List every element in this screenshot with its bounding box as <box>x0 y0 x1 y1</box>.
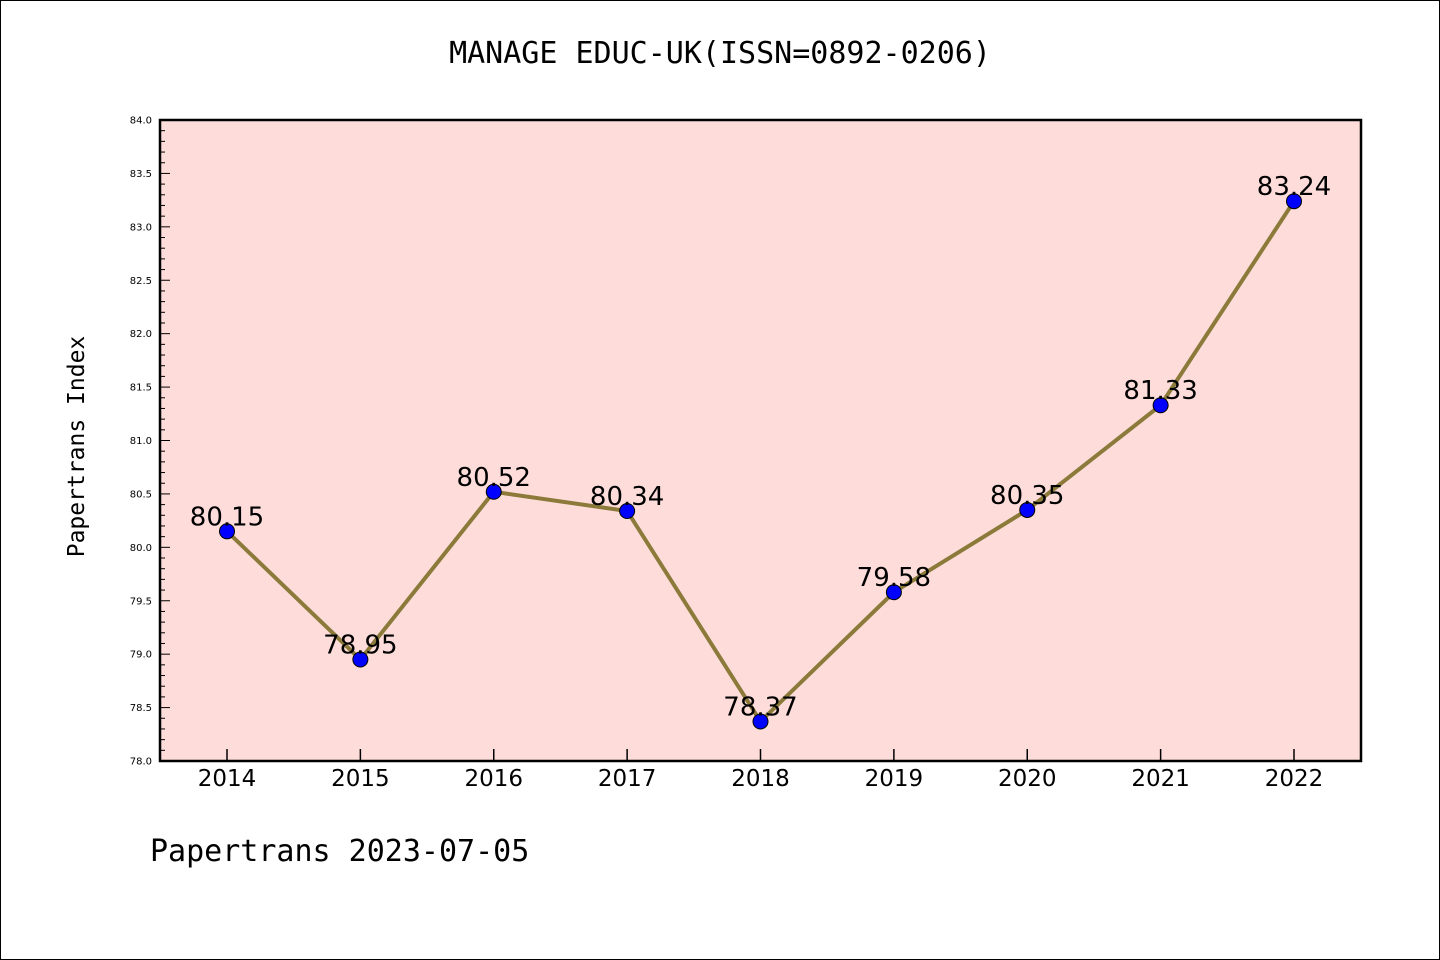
data-point <box>219 523 235 540</box>
x-tick-label: 2016 <box>464 766 523 792</box>
data-point <box>1286 193 1302 210</box>
y-tick-label: 79.5 <box>130 596 152 607</box>
y-axis-label: Papertrans Index <box>64 336 90 558</box>
data-label: 80.34 <box>590 482 664 512</box>
data-label: 83.24 <box>1257 172 1331 202</box>
data-point <box>885 584 902 601</box>
y-axis: 78.0 78.5 79.0 79.5 80.0 80.5 81.0 81.5 82.0 82.5… <box>130 116 170 768</box>
x-tick-label: 2020 <box>998 766 1057 792</box>
y-tick-label: 81.5 <box>130 383 152 394</box>
y-tick-label: 83.5 <box>130 169 152 180</box>
data-point <box>1152 397 1169 414</box>
data-label: 80.35 <box>990 481 1064 511</box>
y-tick-label: 79.0 <box>130 650 152 661</box>
x-tick-label: 2021 <box>1131 766 1190 792</box>
y-tick-label: 82.0 <box>130 329 152 340</box>
x-axis: 2014 2015 2016 2017 2018 2019 2020 2021 2022 <box>198 749 1324 792</box>
x-tick-label: 2019 <box>865 766 924 792</box>
x-tick-label: 2017 <box>598 766 657 792</box>
data-point <box>752 713 769 730</box>
y-tick-label: 84.0 <box>130 116 152 127</box>
data-label: 81.33 <box>1123 376 1197 406</box>
plot-border <box>158 118 1363 763</box>
plot-area <box>160 120 1361 761</box>
x-tick-label: 2018 <box>731 766 790 792</box>
data-point <box>352 651 369 668</box>
data-label: 78.95 <box>323 631 397 661</box>
x-tick-label: 2015 <box>331 766 390 792</box>
x-tick-label: 2014 <box>198 766 257 792</box>
y-tick-label: 78.5 <box>130 703 152 714</box>
y-tick-label: 78.0 <box>130 757 152 768</box>
data-label: 79.58 <box>857 563 931 593</box>
data-label: 80.15 <box>190 502 264 532</box>
data-label: 80.52 <box>457 463 531 493</box>
data-point <box>619 503 636 520</box>
footer-text: Papertrans 2023-07-05 <box>150 834 530 869</box>
data-point <box>1019 501 1036 518</box>
x-tick-label: 2022 <box>1265 766 1324 792</box>
y-tick-label: 82.5 <box>130 276 152 287</box>
data-labels: 80.15 78.95 80.52 80.34 78.37 79.58 80.35 81.33… <box>190 172 1331 722</box>
y-tick-label: 83.0 <box>130 222 152 233</box>
y-tick-label: 80.0 <box>130 543 152 554</box>
chart-title: MANAGE EDUC-UK(ISSN=0892-0206) <box>449 36 991 71</box>
y-tick-label: 81.0 <box>130 436 152 447</box>
series-markers <box>219 193 1302 730</box>
data-point <box>485 483 502 500</box>
y-tick-label: 80.5 <box>130 489 152 500</box>
data-label: 78.37 <box>723 692 797 722</box>
